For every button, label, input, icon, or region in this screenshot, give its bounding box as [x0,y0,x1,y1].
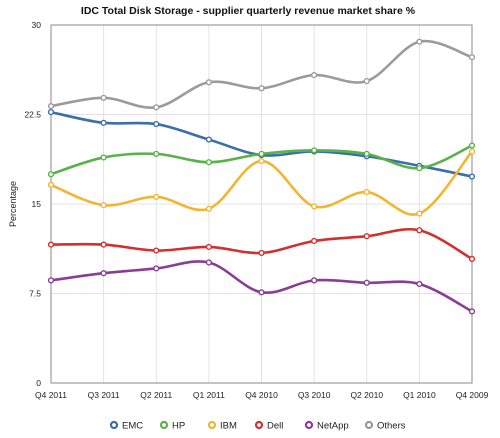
data-point-ibm [258,157,265,165]
plot-frame [50,24,473,384]
data-point-netapp [363,279,370,286]
data-point-emc [47,109,55,116]
data-point-netapp [468,308,476,315]
data-point-hp [47,171,55,178]
x-tick-label: Q1 2010 [403,390,436,400]
x-tick-label: Q4 2011 [35,390,67,400]
data-point-ibm [363,188,370,196]
y-axis: 0 7.5 15 22.5 30 [24,20,41,388]
data-point-netapp [100,270,107,277]
y-tick-label: 0 [36,378,41,388]
data-point-others [205,79,212,86]
legend-item-others: Others [364,420,406,432]
legend: EMC HP IBM Dell NetApp Others [109,420,406,432]
legend-marker-ibm [207,420,217,430]
data-point-dell [468,255,476,262]
data-point-others [311,72,318,79]
legend-marker-others [364,420,374,430]
data-point-others [47,103,55,110]
data-point-hp [205,159,212,166]
data-point-dell [153,247,160,254]
data-point-others [258,85,265,92]
y-tick-label: 30 [32,20,42,30]
data-point-emc [100,119,107,126]
data-point-hp [363,150,370,157]
x-tick-label: Q4 2010 [245,390,278,400]
y-tick-label: 22.5 [24,110,41,120]
data-point-ibm [468,148,476,155]
y-axis-label: Percentage [8,181,18,227]
legend-item-dell: Dell [254,420,283,432]
data-point-emc [153,120,160,128]
data-point-ibm [205,205,212,212]
data-point-others [363,77,370,85]
chart-title: IDC Total Disk Storage - supplier quarte… [81,5,416,17]
data-point-dell [363,233,370,240]
x-tick-label: Q2 2011 [140,390,172,400]
legend-marker-dell [254,420,264,430]
data-point-netapp [205,259,212,266]
y-tick-label: 15 [32,199,42,209]
legend-label-others: Others [377,421,406,432]
data-point-hp [100,154,107,161]
legend-item-emc: EMC [109,420,143,432]
data-point-ibm [47,181,55,189]
legend-item-netapp: NetApp [304,420,349,432]
x-tick-label: Q1 2011 [193,390,225,400]
legend-marker-emc [109,420,119,430]
legend-label-emc: EMC [122,421,143,432]
data-point-others [100,94,107,101]
legend-label-netapp: NetApp [317,421,349,432]
data-point-others [468,54,476,61]
legend-label-ibm: IBM [220,421,237,432]
data-point-netapp [153,265,160,272]
legend-marker-netapp [304,420,314,430]
data-point-emc [205,136,212,143]
x-tick-label: Q4 2009 [456,390,489,400]
data-point-emc [468,173,476,180]
y-tick-label: 7.5 [29,289,41,299]
data-point-hp [153,150,160,157]
legend-label-hp: HP [172,421,185,432]
data-point-hp [258,150,265,157]
legend-label-dell: Dell [267,421,283,432]
data-point-dell [311,237,318,245]
data-point-netapp [416,280,423,288]
data-point-ibm [100,202,107,209]
legend-item-hp: HP [159,420,185,432]
data-point-netapp [47,277,55,284]
data-point-hp [416,165,423,172]
data-point-dell [100,241,107,248]
data-point-hp [311,147,318,154]
data-point-dell [47,241,55,248]
data-point-hp [468,142,476,149]
data-point-ibm [153,193,160,200]
data-point-ibm [311,203,318,210]
x-axis: Q4 2011 Q3 2011 Q2 2011 Q1 2011 Q4 2010 Q3 20… [35,390,489,400]
x-tick-label: Q2 2010 [350,390,383,400]
data-point-dell [416,227,423,234]
data-point-dell [205,243,212,251]
data-point-dell [258,249,265,257]
data-point-ibm [416,210,423,217]
legend-item-ibm: IBM [207,420,237,432]
plot-border [50,24,473,384]
data-point-netapp [311,277,318,284]
x-tick-label: Q3 2011 [88,390,120,400]
data-point-others [153,104,160,111]
legend-marker-hp [159,420,169,430]
data-point-others [416,38,423,45]
series-points [47,38,476,315]
x-tick-label: Q3 2010 [298,390,331,400]
data-point-netapp [258,289,265,296]
